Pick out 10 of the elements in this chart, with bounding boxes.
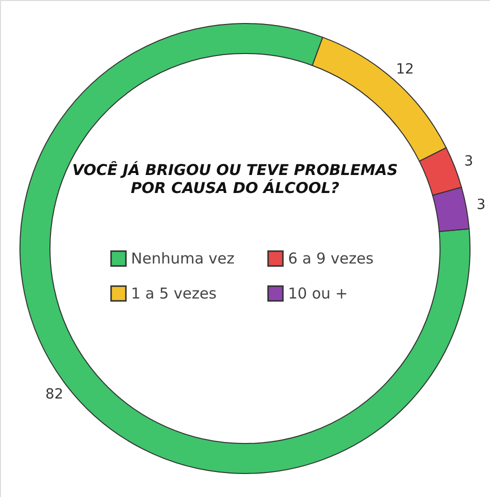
legend-label: 1 a 5 vezes bbox=[131, 284, 217, 302]
data-label: 82 bbox=[45, 386, 64, 402]
legend-label: 6 a 9 vezes bbox=[288, 250, 374, 268]
legend-label: Nenhuma vez bbox=[131, 250, 235, 268]
data-label: 3 bbox=[476, 197, 486, 214]
donut-slice bbox=[20, 23, 470, 474]
legend-label: 10 ou + bbox=[288, 284, 348, 302]
data-label: 12 bbox=[396, 62, 414, 78]
text: VOCÊ JÁ BRIGOU OU TEVE PROBLEMAS POR CAUSA DO ÁLCOOL? bbox=[72, 161, 398, 197]
data-label: 3 bbox=[464, 154, 474, 170]
